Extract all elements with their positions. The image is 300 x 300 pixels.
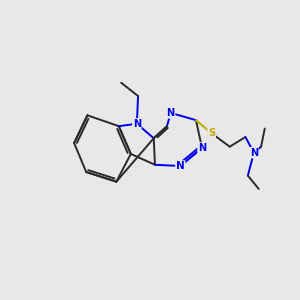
Text: N: N [133, 119, 141, 129]
Text: S: S [208, 128, 215, 138]
Text: N: N [250, 148, 258, 158]
Text: N: N [198, 143, 206, 153]
Text: N: N [167, 108, 175, 118]
Text: N: N [176, 161, 185, 171]
